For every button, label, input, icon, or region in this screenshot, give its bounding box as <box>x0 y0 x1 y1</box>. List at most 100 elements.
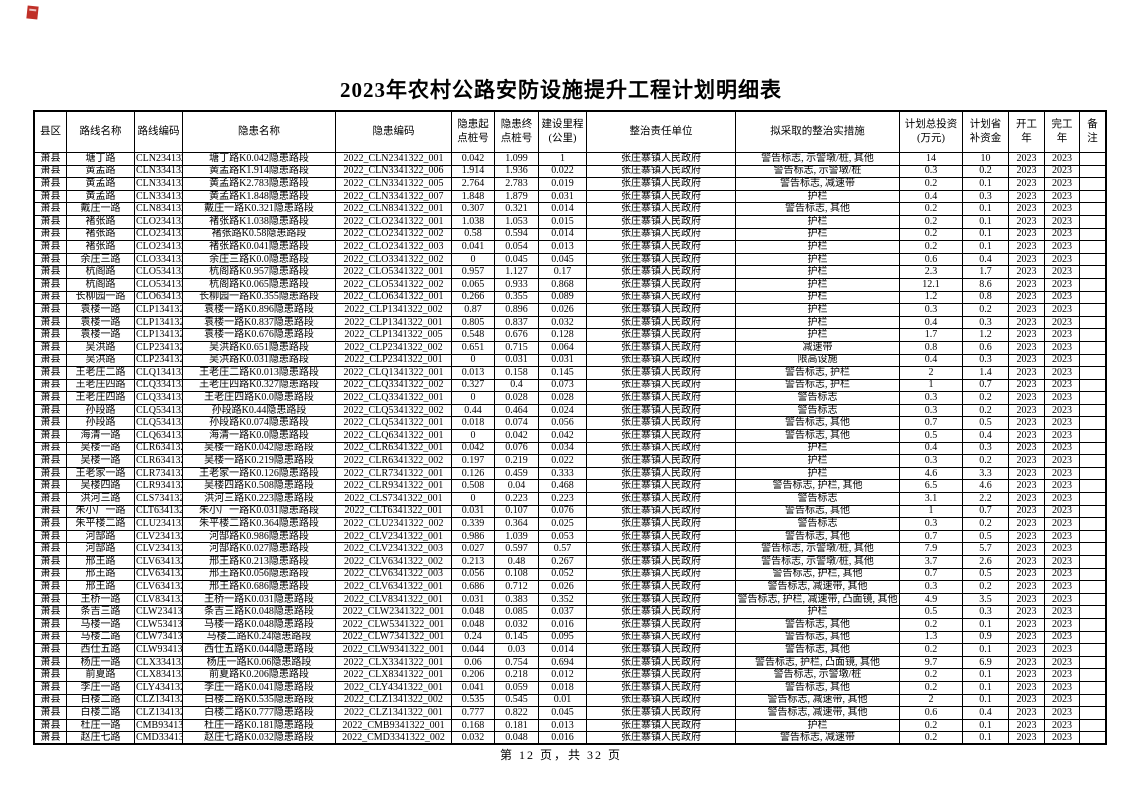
cell-responsible-unit: 张庄寨镇人民政府 <box>586 555 736 569</box>
cell-start-year: 2023 <box>1008 706 1045 720</box>
cell-total-investment: 0.2 <box>899 177 963 191</box>
cell-hazard-name: 袁楼一路K0.896隐患路段 <box>182 303 336 317</box>
cell-mileage: 0.016 <box>538 617 587 632</box>
cell-start-year: 2023 <box>1008 555 1045 569</box>
cell-hazard-name: 邢王路K0.213隐患路段 <box>182 555 336 569</box>
cell-remark <box>1079 177 1107 191</box>
cell-finish-year: 2023 <box>1044 718 1080 733</box>
page-footer: 第 12 页，共 32 页 <box>499 748 622 762</box>
cell-start-year: 2023 <box>1008 189 1045 204</box>
cell-route-name: 邢王路 <box>66 567 135 582</box>
cell-hazard-name: 王老庄四路K0.0隐患路段 <box>182 391 336 405</box>
cell-measures: 警告标志, 护栏 <box>735 366 900 380</box>
cell-remark <box>1079 277 1107 292</box>
cell-end-stake: 0.715 <box>494 340 539 355</box>
cell-remark <box>1079 378 1107 393</box>
cell-total-investment: 0.3 <box>899 454 963 468</box>
cell-county: 萧县 <box>33 290 67 305</box>
cell-start-year: 2023 <box>1008 378 1045 393</box>
cell-start-stake: 0.548 <box>451 328 495 342</box>
cell-start-year: 2023 <box>1008 403 1045 418</box>
cell-measures: 警告标志, 减速带 <box>735 177 900 191</box>
cell-route-code: CLW2341322 <box>134 605 183 619</box>
cell-finish-year: 2023 <box>1044 164 1080 179</box>
cell-measures: 警告标志, 其他 <box>735 643 900 657</box>
table-row: 萧县邢王路CLV6341322邢王路K0.213隐患路段2022_CLV6341… <box>33 555 1107 569</box>
cell-start-year: 2023 <box>1008 655 1045 670</box>
cell-total-investment: 0.2 <box>899 214 963 229</box>
cell-hazard-code: 2022_CLO6341322_001 <box>335 290 452 305</box>
cell-measures: 护栏 <box>735 466 900 481</box>
cell-finish-year: 2023 <box>1044 441 1080 456</box>
cell-finish-year: 2023 <box>1044 605 1080 619</box>
cell-end-stake: 0.028 <box>494 391 539 405</box>
cell-end-stake: 0.4 <box>494 378 539 393</box>
cell-end-stake: 0.321 <box>494 202 539 216</box>
cell-finish-year: 2023 <box>1044 731 1080 745</box>
cell-measures: 警告标志, 其他 <box>735 429 900 443</box>
cell-county: 萧县 <box>33 164 67 179</box>
cell-remark <box>1079 328 1107 342</box>
cell-start-stake: 0.535 <box>451 693 495 708</box>
cell-measures: 警告标志, 减速带 <box>735 731 900 745</box>
table-row: 萧县杨庄一路CLX3341322杨庄一路K0.06隐患路段2022_CLX334… <box>33 655 1107 670</box>
cell-measures: 护栏 <box>735 214 900 229</box>
cell-measures: 警告标志, 其他 <box>735 529 900 544</box>
cell-hazard-name: 褚张路K0.041隐患路段 <box>182 240 336 254</box>
cell-total-investment: 3.1 <box>899 492 963 506</box>
cell-hazard-name: 吴楼四路K0.508隐患路段 <box>182 479 336 494</box>
cell-end-stake: 0.085 <box>494 605 539 619</box>
cell-end-stake: 0.045 <box>494 252 539 267</box>
cell-remark <box>1079 479 1107 494</box>
col-header-end-stake: 隐患终 点桩号 <box>494 110 539 153</box>
col-header-mileage: 建设里程 (公里) <box>538 110 587 153</box>
cell-mileage: 0.014 <box>538 227 587 242</box>
cell-remark <box>1079 617 1107 632</box>
cell-finish-year: 2023 <box>1044 290 1080 305</box>
cell-hazard-code: 2022_CLQ3341322_001 <box>335 391 452 405</box>
cell-hazard-name: 褚张路K1.038隐患路段 <box>182 214 336 229</box>
cell-remark <box>1079 164 1107 179</box>
cell-finish-year: 2023 <box>1044 680 1080 695</box>
cell-finish-year: 2023 <box>1044 403 1080 418</box>
cell-hazard-code: 2022_CLW9341322_001 <box>335 643 452 657</box>
cell-hazard-name: 余庄三路K0.0隐患路段 <box>182 252 336 267</box>
cell-end-stake: 0.181 <box>494 718 539 733</box>
cell-measures: 护栏 <box>735 454 900 468</box>
cell-measures: 护栏 <box>735 328 900 342</box>
cell-remark <box>1079 504 1107 519</box>
cell-responsible-unit: 张庄寨镇人民政府 <box>586 189 736 204</box>
cell-responsible-unit: 张庄寨镇人民政府 <box>586 706 736 720</box>
cell-measures: 警告标志 <box>735 403 900 418</box>
cell-hazard-name: 白楼二路K0.777隐患路段 <box>182 706 336 720</box>
cell-mileage: 0.145 <box>538 366 587 380</box>
cell-total-investment: 4.6 <box>899 466 963 481</box>
cell-responsible-unit: 张庄寨镇人民政府 <box>586 403 736 418</box>
cell-start-stake: 0.06 <box>451 655 495 670</box>
cell-route-code: CLW5341322 <box>134 617 183 632</box>
cell-measures: 护栏 <box>735 277 900 292</box>
cell-remark <box>1079 214 1107 229</box>
cell-responsible-unit: 张庄寨镇人民政府 <box>586 315 736 330</box>
cell-finish-year: 2023 <box>1044 630 1080 645</box>
cell-route-code: CLN8341322 <box>134 202 183 216</box>
cell-total-investment: 1.2 <box>899 290 963 305</box>
cell-start-stake: 2.764 <box>451 177 495 191</box>
cell-route-name: 河郜路 <box>66 542 135 556</box>
cell-end-stake: 0.032 <box>494 617 539 632</box>
cell-start-year: 2023 <box>1008 164 1045 179</box>
cell-remark <box>1079 466 1107 481</box>
cell-remark <box>1079 580 1107 594</box>
cell-start-stake: 0.048 <box>451 605 495 619</box>
table-row: 萧县袁楼一路CLP1341322袁楼一路K0.896隐患路段2022_CLP13… <box>33 303 1107 317</box>
col-header-county: 县区 <box>33 110 67 153</box>
cell-start-stake: 0.018 <box>451 416 495 431</box>
cell-county: 萧县 <box>33 655 67 670</box>
cell-end-stake: 0.031 <box>494 353 539 368</box>
cell-mileage: 0.034 <box>538 441 587 456</box>
table-row: 萧县余庄三路CLO3341322余庄三路K0.0隐患路段2022_CLO3341… <box>33 252 1107 267</box>
cell-route-name: 杭阁路 <box>66 265 135 279</box>
cell-start-stake: 1.848 <box>451 189 495 204</box>
cell-responsible-unit: 张庄寨镇人民政府 <box>586 605 736 619</box>
